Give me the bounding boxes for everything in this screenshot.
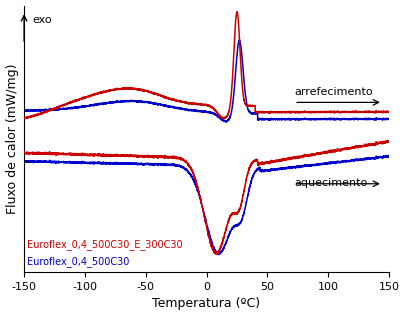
Y-axis label: Fluxo de calor (mW/mg): Fluxo de calor (mW/mg) xyxy=(6,64,19,214)
Text: arrefecimento: arrefecimento xyxy=(294,87,373,97)
Text: Euroflex_0,4_500C30_E_300C30: Euroflex_0,4_500C30_E_300C30 xyxy=(27,239,182,250)
Text: Euroflex_0,4_500C30: Euroflex_0,4_500C30 xyxy=(27,256,129,267)
Text: aquecimento: aquecimento xyxy=(294,178,367,188)
X-axis label: Temperatura (ºC): Temperatura (ºC) xyxy=(152,297,260,310)
Text: exo: exo xyxy=(33,15,52,25)
